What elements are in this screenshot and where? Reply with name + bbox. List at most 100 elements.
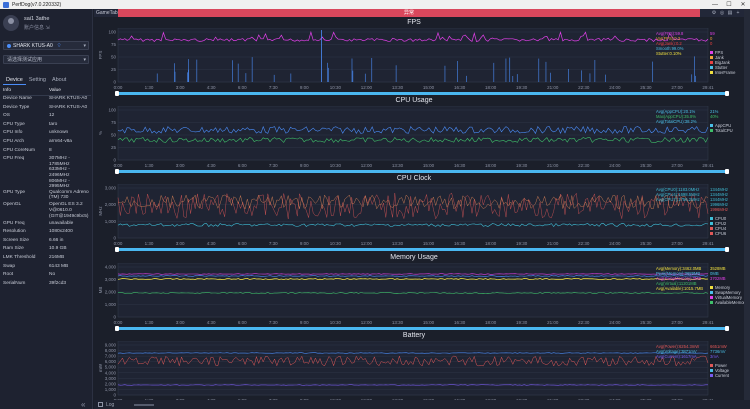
- legend-item[interactable]: CPU2: [710, 221, 726, 226]
- info-row: CPU Arch arm64-v8a: [3, 139, 91, 148]
- stat-text: Peak(Memory):3689MB: [656, 271, 701, 276]
- avatar[interactable]: [3, 15, 19, 31]
- x-tick-label: 3:00: [176, 85, 185, 90]
- legend-swatch: [710, 286, 713, 289]
- info-row: Ram Size 10.9 GB: [3, 246, 91, 255]
- legend-swatch: [710, 71, 713, 74]
- legend-item[interactable]: BigJank: [710, 60, 735, 65]
- legend-item[interactable]: Jank: [710, 55, 735, 60]
- recording-banner[interactable]: 异常: [118, 9, 700, 17]
- info-value: 6143 MB: [49, 263, 69, 269]
- current-value: 1996MHz: [710, 207, 728, 212]
- cpuclock-time-slider[interactable]: [115, 247, 729, 252]
- minimize-button[interactable]: —: [712, 1, 718, 8]
- stat-text: Avg(CPU7):1756.2MHz: [656, 197, 700, 202]
- account-info-link[interactable]: 账户信息 ⇲: [24, 25, 50, 31]
- app-selector[interactable]: 请选择测试应用 ▾: [3, 55, 89, 64]
- cpuclock-stats-overlay: Avg(CPU0):1183.0MHz Avg(CPU4):1698.5MHz Av…: [656, 187, 700, 202]
- info-value: unavailable: [49, 220, 74, 226]
- series-line: [117, 194, 709, 210]
- tab-gametab[interactable]: GameTab: [96, 10, 118, 16]
- fps-chart[interactable]: 0 25 50 75 100 FPS 0:00 1:30 3:00 4:30 6:00 7:30 9:0…: [96, 28, 732, 94]
- x-tick-label: 24:00: [609, 85, 621, 90]
- legend-item[interactable]: CPU6: [710, 231, 726, 236]
- x-tick-label: 16:30: [454, 241, 466, 246]
- legend-item[interactable]: Current: [710, 373, 729, 378]
- battery-chart[interactable]: 01,0002,0003,0004,0005,0006,0007,0008,00…: [96, 341, 732, 407]
- series-line: [117, 273, 708, 275]
- legend-item[interactable]: FPS: [710, 50, 735, 55]
- x-tick-label: 10:30: [330, 85, 342, 90]
- x-tick-label: 16:30: [454, 85, 466, 90]
- legend-item[interactable]: SwapMemory: [710, 290, 747, 295]
- x-tick-label: 10:30: [330, 241, 342, 246]
- legend-item[interactable]: Voltage: [710, 368, 729, 373]
- add-icon[interactable]: +: [736, 10, 740, 16]
- location-icon[interactable]: ◎: [719, 10, 725, 16]
- vertical-scrollbar[interactable]: [744, 9, 750, 409]
- legend-item[interactable]: InterFrame: [710, 70, 735, 75]
- title-bar: PerfDog(v7.0.220332) — ☐ ✕: [0, 0, 750, 9]
- info-key: CPU CoreNum: [3, 147, 35, 153]
- stat-text: Avg(Current):1617mA: [656, 354, 697, 359]
- memory-chart[interactable]: 0 1,000 2,000 3,000 4,000 MB 0:00 1:30 3:00 4:30 6…: [96, 263, 732, 329]
- tab-about[interactable]: About: [51, 77, 67, 83]
- y-tick-label: 1,000: [105, 302, 117, 307]
- maximize-button[interactable]: ☐: [726, 2, 732, 8]
- legend-item[interactable]: AppCPU: [710, 123, 733, 128]
- legend-item[interactable]: CPU0: [710, 216, 726, 221]
- info-row: CPU Info unknown: [3, 130, 91, 139]
- series-line: [117, 223, 709, 227]
- current-value: 7736mV: [710, 349, 726, 354]
- y-axis-label: MB: [98, 287, 103, 294]
- x-tick-label: 25:30: [640, 163, 652, 168]
- info-key: GPU Type: [3, 189, 26, 195]
- legend-label: CPU2: [715, 221, 727, 226]
- x-tick-label: 6:00: [238, 85, 247, 90]
- legend-swatch: [710, 301, 713, 304]
- horizontal-scrollbar[interactable]: [134, 404, 154, 406]
- cpu-time-slider[interactable]: [115, 169, 729, 174]
- series-line: [117, 136, 709, 143]
- x-tick-label: 7:30: [269, 241, 278, 246]
- cpu-chart[interactable]: 0 25 50 75 100% 0:00 1:30 3:00 4:30 6:00 7:30 9:00 1…: [96, 106, 732, 172]
- plot-area: [117, 341, 709, 396]
- close-button[interactable]: ✕: [740, 2, 746, 8]
- memory-time-slider[interactable]: [115, 326, 729, 331]
- legend-swatch: [710, 51, 713, 54]
- chevron-down-icon[interactable]: ▾: [83, 56, 86, 63]
- settings-icon[interactable]: ⚙: [711, 10, 717, 16]
- legend-item[interactable]: Memory: [710, 285, 747, 290]
- legend-item[interactable]: Stutter: [710, 65, 735, 70]
- x-tick-label: 21:00: [547, 241, 559, 246]
- collapse-sidebar-icon[interactable]: «: [81, 400, 86, 409]
- plot-area: [117, 28, 709, 83]
- info-row: Device Type SHARK KTUS-A0: [3, 105, 91, 114]
- stat-text: Max(AppCPU):35.8%: [656, 114, 697, 119]
- device-selector[interactable]: SHARK KTUS-A0 ⌔ ▾: [3, 41, 89, 50]
- cpuclock-chart[interactable]: 0 1,000 2,000 3,000 MHz 0:00 1:30 3:00 4:30 6:00 7…: [96, 184, 732, 250]
- legend-item[interactable]: Power: [710, 363, 729, 368]
- info-row: Root No: [3, 272, 91, 281]
- folder-icon[interactable]: ▤: [727, 10, 733, 16]
- legend-item[interactable]: CPU4: [710, 226, 726, 231]
- x-tick-label: 18:00: [485, 85, 497, 90]
- chevron-down-icon[interactable]: ▾: [83, 42, 86, 49]
- x-tick-label: 19:30: [516, 163, 528, 168]
- tab-device[interactable]: Device: [3, 76, 26, 85]
- legend-swatch: [710, 129, 713, 132]
- fps-time-slider[interactable]: [115, 91, 729, 96]
- x-tick-label: 27:00: [671, 163, 683, 168]
- tab-setting[interactable]: Setting: [28, 77, 46, 83]
- legend-label: TotalCPU: [715, 128, 733, 133]
- legend-item[interactable]: VirtualMemory: [710, 295, 747, 300]
- legend-item[interactable]: TotalCPU: [710, 128, 733, 133]
- legend-label: AvailableMemory: [715, 300, 748, 305]
- log-toggle-checkbox[interactable]: [98, 402, 103, 407]
- x-tick-label: 21:00: [547, 85, 559, 90]
- series-line: [117, 192, 709, 220]
- x-tick-label: 27:00: [671, 241, 683, 246]
- info-value: arm64-v8a: [49, 138, 72, 144]
- legend-item[interactable]: AvailableMemory: [710, 300, 747, 305]
- legend-label: Memory: [715, 285, 731, 290]
